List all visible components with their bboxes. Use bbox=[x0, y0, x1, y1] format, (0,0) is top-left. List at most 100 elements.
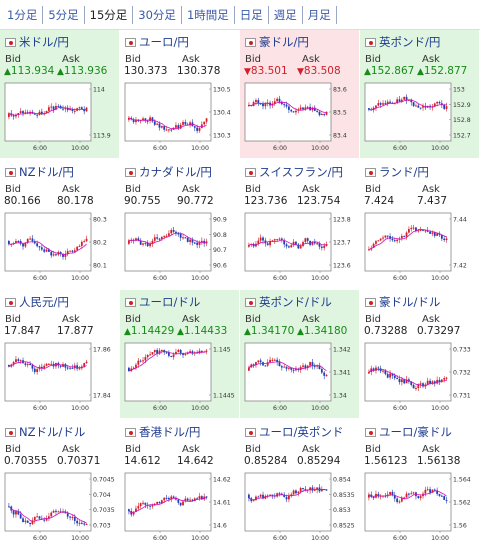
candle-body bbox=[415, 105, 417, 107]
tab-timeframe-7[interactable]: 月足 bbox=[303, 5, 337, 24]
candlestick-chart[interactable]: 7.44 7.42 6:00 10:00 bbox=[364, 212, 475, 284]
candle-body bbox=[71, 517, 74, 519]
currency-panel[interactable]: NZドル/ドル Bid Ask 0.70355 0.70371 0.7045 0.… bbox=[0, 420, 119, 547]
y-tick-label: 90.7 bbox=[213, 247, 227, 254]
candle-body bbox=[205, 118, 208, 122]
candle-body bbox=[135, 364, 137, 368]
currency-pair-name: 英ポンド/ドル bbox=[259, 295, 332, 309]
currency-panel[interactable]: 豪ドル/円 Bid Ask ▼83.501 ▼83.508 83.6 83.5 83… bbox=[240, 30, 359, 158]
currency-panel[interactable]: NZドル/円 Bid Ask 80.166 80.178 80.3 80.2 80.… bbox=[0, 160, 119, 288]
candlestick-chart[interactable]: 14.62 14.61 14.6 6:00 10:00 bbox=[124, 472, 235, 544]
candle-body bbox=[285, 104, 288, 107]
candle-body bbox=[415, 227, 417, 232]
currency-panel[interactable]: ランド/円 Bid Ask 7.424 7.437 7.44 7.42 6:00 10… bbox=[360, 160, 479, 288]
ask-label: Ask bbox=[182, 54, 200, 65]
tab-timeframe-1[interactable]: 5分足 bbox=[43, 5, 85, 24]
candle-body bbox=[313, 241, 316, 244]
candle-body bbox=[440, 495, 443, 497]
candle-body bbox=[306, 106, 309, 108]
currency-pair-link[interactable]: ユーロ/英ポンド bbox=[245, 424, 343, 440]
currency-pair-link[interactable]: 英ポンド/円 bbox=[365, 34, 440, 50]
currency-pair-link[interactable]: 人民元/円 bbox=[5, 294, 69, 310]
y-tick-label: 0.731 bbox=[453, 393, 471, 400]
candlestick-chart[interactable]: 0.7045 0.704 0.7035 0.703 6:00 10:00 bbox=[4, 472, 115, 544]
currency-pair-link[interactable]: ユーロ/ドル bbox=[125, 294, 200, 310]
candlestick-chart[interactable]: 83.6 83.5 83.4 6:00 10:00 bbox=[244, 82, 355, 154]
candle-body bbox=[189, 499, 191, 501]
currency-panel[interactable]: ユーロ/ドル Bid Ask ▲1.14429 ▲1.14433 1.145 1.… bbox=[120, 290, 239, 418]
x-tick-label: 6:00 bbox=[153, 275, 167, 282]
up-arrow-icon: ▲ bbox=[244, 327, 251, 337]
currency-pair-link[interactable]: 香港ドル/円 bbox=[125, 424, 200, 440]
candle-body bbox=[389, 492, 391, 495]
candle-body bbox=[304, 238, 307, 243]
candlestick-chart[interactable]: 130.5 130.4 130.3 6:00 10:00 bbox=[124, 82, 235, 154]
candle-body bbox=[368, 494, 370, 498]
y-tick-label: 7.42 bbox=[453, 263, 467, 270]
candle-body bbox=[403, 96, 406, 100]
candle-body bbox=[36, 114, 39, 116]
candlestick-chart[interactable]: 80.3 80.2 80.1 6:00 10:00 bbox=[4, 212, 115, 284]
candle-body bbox=[200, 240, 203, 243]
currency-panel[interactable]: 英ポンド/ドル Bid Ask ▲1.34170 ▲1.34180 1.342 1… bbox=[240, 290, 359, 418]
candle-body bbox=[288, 246, 290, 248]
currency-panel[interactable]: カナダドル/円 Bid Ask 90.755 90.772 90.9 90.8 90… bbox=[120, 160, 239, 288]
tab-timeframe-5[interactable]: 日足 bbox=[235, 5, 269, 24]
x-tick-label: 10:00 bbox=[431, 535, 449, 542]
candle-body bbox=[15, 114, 17, 117]
candlestick-chart[interactable]: 153 152.9 152.8 152.7 6:00 10:00 bbox=[364, 82, 475, 154]
y-tick-label: 1.1445 bbox=[213, 393, 235, 400]
currency-panel[interactable]: ユーロ/豪ドル Bid Ask 1.56123 1.56138 1.564 1.5… bbox=[360, 420, 479, 547]
flag-icon bbox=[125, 37, 136, 47]
candle-body bbox=[419, 496, 422, 499]
currency-pair-link[interactable]: 豪ドル/ドル bbox=[365, 294, 440, 310]
currency-panel[interactable]: 人民元/円 Bid Ask 17.847 17.877 17.86 17.84 6:… bbox=[0, 290, 119, 418]
currency-pair-link[interactable]: 豪ドル/円 bbox=[245, 34, 309, 50]
candle-body bbox=[36, 516, 39, 518]
candlestick-chart[interactable]: 0.733 0.732 0.731 6:00 10:00 bbox=[364, 342, 475, 414]
tab-timeframe-2[interactable]: 15分足 bbox=[85, 5, 134, 24]
candlestick-chart[interactable]: 90.9 90.8 90.7 90.6 6:00 10:00 bbox=[124, 212, 235, 284]
candle-body bbox=[264, 103, 267, 107]
candlestick-chart[interactable]: 1.145 1.1445 6:00 10:00 bbox=[124, 342, 235, 414]
currency-pair-link[interactable]: カナダドル/円 bbox=[125, 164, 212, 180]
candlestick-chart[interactable]: 1.564 1.562 1.56 6:00 10:00 bbox=[364, 472, 475, 544]
candlestick-chart[interactable]: 17.86 17.84 6:00 10:00 bbox=[4, 342, 115, 414]
chart-canvas: 0.733 0.732 0.731 6:00 10:00 bbox=[364, 342, 471, 412]
candle-body bbox=[76, 365, 79, 369]
tab-timeframe-0[interactable]: 1分足 bbox=[2, 5, 44, 24]
tab-timeframe-3[interactable]: 30分足 bbox=[133, 5, 182, 24]
tab-timeframe-6[interactable]: 週足 bbox=[269, 5, 303, 24]
currency-pair-link[interactable]: ユーロ/円 bbox=[125, 34, 189, 50]
candle-body bbox=[398, 378, 401, 383]
candle-body bbox=[382, 370, 384, 372]
candle-body bbox=[429, 105, 431, 108]
candlestick-chart[interactable]: 1.342 1.341 1.34 6:00 10:00 bbox=[244, 342, 355, 414]
currency-panel[interactable]: 米ドル/円 Bid Ask ▲113.934 ▲113.936 114 113.9… bbox=[0, 30, 119, 158]
currency-pair-link[interactable]: スイスフラン/円 bbox=[245, 164, 343, 180]
flag-icon bbox=[5, 297, 16, 307]
candle-body bbox=[375, 241, 377, 244]
candlestick-chart[interactable]: 123.8 123.7 123.6 6:00 10:00 bbox=[244, 212, 355, 284]
candle-body bbox=[38, 246, 41, 248]
currency-panel[interactable]: ユーロ/英ポンド Bid Ask 0.85284 0.85294 0.854 0.… bbox=[240, 420, 359, 547]
currency-pair-link[interactable]: ランド/円 bbox=[365, 164, 429, 180]
currency-panel[interactable]: ユーロ/円 Bid Ask 130.373 130.378 130.5 130.4… bbox=[120, 30, 239, 158]
candle-body bbox=[50, 363, 53, 365]
currency-panel[interactable]: 香港ドル/円 Bid Ask 14.612 14.642 14.62 14.61 1… bbox=[120, 420, 239, 547]
candle-body bbox=[257, 240, 260, 244]
candle-body bbox=[412, 227, 415, 229]
currency-pair-link[interactable]: 米ドル/円 bbox=[5, 34, 69, 50]
candlestick-chart[interactable]: 0.854 0.8535 0.853 0.8525 6:00 10:00 bbox=[244, 472, 355, 544]
currency-pair-link[interactable]: NZドル/円 bbox=[5, 164, 74, 180]
currency-pair-link[interactable]: ユーロ/豪ドル bbox=[365, 424, 452, 440]
tab-timeframe-4[interactable]: 1時間足 bbox=[182, 5, 235, 24]
currency-panel[interactable]: 英ポンド/円 Bid Ask ▲152.867 ▲152.877 153 152.… bbox=[360, 30, 479, 158]
candlestick-chart[interactable]: 114 113.9 6:00 10:00 bbox=[4, 82, 115, 154]
currency-pair-link[interactable]: 英ポンド/ドル bbox=[245, 294, 332, 310]
currency-panel[interactable]: スイスフラン/円 Bid Ask 123.736 123.754 123.8 12… bbox=[240, 160, 359, 288]
candle-body bbox=[177, 125, 180, 129]
currency-panel[interactable]: 豪ドル/ドル Bid Ask 0.73288 0.73297 0.733 0.73… bbox=[360, 290, 479, 418]
candle-body bbox=[175, 351, 177, 355]
currency-pair-link[interactable]: NZドル/ドル bbox=[5, 424, 85, 440]
